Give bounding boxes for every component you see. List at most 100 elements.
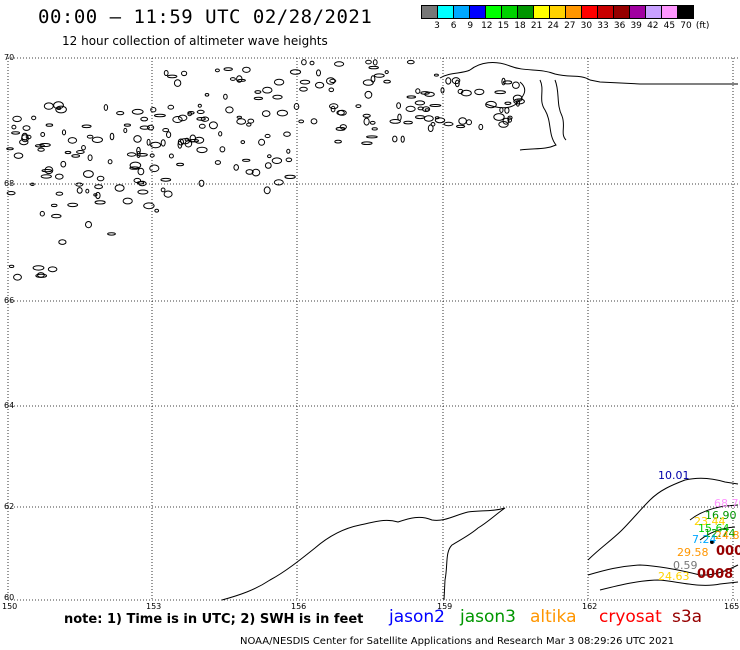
coastline-north bbox=[439, 62, 738, 151]
ice-floe bbox=[133, 135, 142, 143]
ice-floe bbox=[254, 90, 262, 94]
ice-floe bbox=[123, 123, 132, 127]
ice-floe bbox=[214, 160, 221, 165]
ice-floe bbox=[85, 221, 92, 229]
ice-floe bbox=[329, 78, 337, 84]
swh-reading: 12.74 bbox=[704, 527, 736, 540]
ice-floe bbox=[237, 78, 246, 82]
ice-floe bbox=[55, 191, 64, 196]
ice-floe bbox=[55, 173, 64, 180]
swh-reading: 7.24 bbox=[692, 533, 717, 546]
coastline-south bbox=[221, 477, 739, 601]
ice-floe bbox=[204, 93, 210, 97]
ice-floe bbox=[22, 125, 31, 131]
ice-floe bbox=[163, 190, 173, 198]
ice-floe bbox=[396, 102, 402, 109]
lat-label: 60 bbox=[4, 593, 14, 602]
ice-floe bbox=[94, 200, 106, 205]
ice-floe bbox=[403, 120, 413, 125]
ice-floe bbox=[196, 146, 208, 154]
ice-floe bbox=[264, 133, 271, 139]
ice-floe bbox=[45, 123, 54, 127]
ice-floe bbox=[366, 135, 378, 139]
ice-floe bbox=[498, 121, 509, 128]
ice-floe bbox=[329, 103, 339, 110]
legend-label: 30 bbox=[580, 21, 593, 31]
ice-floe bbox=[373, 73, 385, 78]
ice-floe bbox=[126, 152, 137, 157]
ice-floe bbox=[507, 115, 513, 120]
ice-floe bbox=[363, 117, 370, 126]
ice-floe bbox=[150, 107, 157, 113]
ice-floe bbox=[60, 160, 67, 168]
ice-floe bbox=[223, 67, 233, 71]
ice-floe bbox=[326, 77, 336, 85]
ice-floe bbox=[236, 115, 243, 119]
ice-floe bbox=[298, 119, 305, 124]
ice-floe bbox=[160, 177, 172, 182]
ice-floe bbox=[196, 109, 205, 115]
ice-floe bbox=[43, 102, 54, 110]
satellite-jason3: jason3 bbox=[460, 607, 516, 627]
ice-floe bbox=[299, 86, 308, 92]
credit-line: NOAA/NESDIS Center for Satellite Applica… bbox=[240, 636, 675, 647]
legend-label: 9 bbox=[467, 21, 474, 31]
ice-floe bbox=[67, 202, 79, 208]
satellite-cryosat: cryosat bbox=[599, 607, 662, 627]
legend-label: 15 bbox=[497, 21, 510, 31]
ice-floe bbox=[197, 103, 202, 108]
ice-floe bbox=[37, 147, 45, 152]
ice-floe bbox=[13, 152, 24, 159]
ice-floe bbox=[37, 272, 45, 278]
lon-label: 153 bbox=[146, 602, 161, 611]
ice-floe bbox=[494, 90, 507, 95]
sea-ice-floes bbox=[6, 59, 525, 281]
ice-floe bbox=[196, 117, 206, 121]
ice-floe bbox=[328, 87, 335, 93]
ice-floe bbox=[415, 88, 421, 94]
ice-floe bbox=[245, 169, 254, 175]
ice-floe bbox=[107, 159, 113, 165]
ice-floe bbox=[299, 79, 311, 85]
ice-floe bbox=[176, 162, 185, 167]
ice-floe bbox=[362, 113, 371, 118]
ice-floe bbox=[316, 69, 321, 77]
ice-floe bbox=[225, 106, 234, 114]
ice-floe bbox=[466, 119, 472, 126]
ice-floe bbox=[334, 139, 342, 144]
ice-floe bbox=[429, 104, 442, 107]
ice-floe bbox=[368, 65, 380, 70]
ice-floe bbox=[251, 168, 261, 177]
ice-floe bbox=[94, 184, 103, 190]
ice-floe bbox=[309, 60, 315, 66]
ice-floe bbox=[504, 101, 512, 106]
ice-floe bbox=[246, 122, 252, 127]
swh-reading: 15.64 bbox=[698, 522, 730, 535]
ice-floe bbox=[160, 187, 166, 193]
ice-floe bbox=[273, 179, 284, 186]
ice-floe bbox=[40, 132, 46, 137]
ice-floe bbox=[424, 108, 430, 112]
ice-floe bbox=[315, 81, 325, 89]
ice-floe bbox=[365, 59, 372, 65]
ice-floe bbox=[457, 88, 464, 95]
ice-floe bbox=[218, 131, 223, 137]
ice-floe bbox=[67, 137, 78, 144]
swh-reading: 0.59 bbox=[673, 559, 698, 572]
ice-floe bbox=[12, 115, 22, 123]
ice-floe bbox=[370, 75, 376, 83]
chart-subtitle: 12 hour collection of altimeter wave hei… bbox=[62, 34, 328, 48]
ice-floe bbox=[198, 179, 205, 187]
ice-floe bbox=[149, 153, 155, 158]
ice-floe bbox=[31, 115, 37, 121]
ice-floe bbox=[81, 124, 92, 129]
ice-floe bbox=[95, 191, 101, 200]
legend-label: 42 bbox=[647, 21, 659, 31]
ice-floe bbox=[83, 170, 94, 178]
ice-floe bbox=[58, 239, 67, 245]
ice-floe bbox=[150, 141, 162, 149]
ice-floe bbox=[64, 150, 72, 155]
ice-floe bbox=[149, 164, 160, 173]
map-grid bbox=[7, 57, 738, 601]
ice-floe bbox=[200, 116, 210, 122]
